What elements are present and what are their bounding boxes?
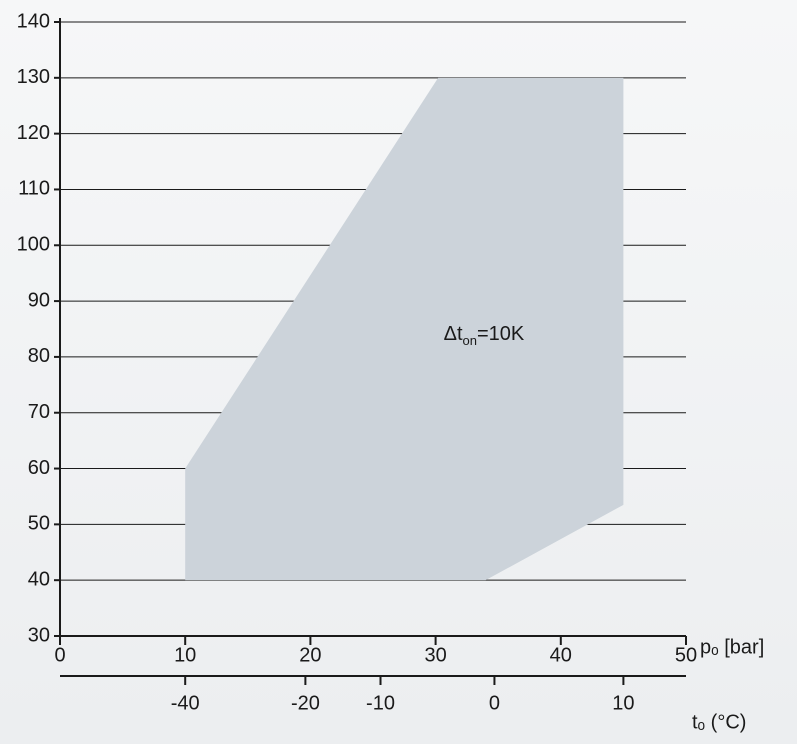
y-tick-label-110: 110: [18, 178, 50, 200]
annotation-base: Δt: [444, 323, 463, 345]
temperature-axis-label: tₒ (°C): [692, 711, 746, 733]
temperature-tick-label--10: -10: [366, 693, 395, 715]
temperature-tick-labels: -40 -20 -10 0 10: [171, 693, 635, 715]
x-tick-label-50: 50: [675, 645, 697, 667]
y-tick-label-40: 40: [28, 568, 50, 590]
x-tick-label-40: 40: [550, 645, 572, 667]
x-tick-label-30: 30: [424, 645, 446, 667]
x-tick-label-10: 10: [174, 645, 196, 667]
y-tick-label-50: 50: [28, 513, 50, 535]
x-tick-label-0: 0: [54, 645, 65, 667]
x-axis-label: pₒ [bar]: [700, 636, 764, 658]
y-tick-label-70: 70: [28, 401, 50, 423]
annotation: Δton=10K: [444, 323, 525, 348]
temperature-tick-label--40: -40: [171, 693, 200, 715]
operating-envelope: [185, 77, 624, 581]
temperature-tick-label-10: 10: [612, 693, 634, 715]
axes: [54, 18, 687, 685]
temperature-tick-label-0: 0: [489, 693, 500, 715]
y-tick-label-130: 130: [17, 66, 50, 88]
y-tick-label-30: 30: [28, 624, 50, 646]
temperature-tick-label--20: -20: [291, 693, 320, 715]
x-tick-label-20: 20: [299, 645, 321, 667]
y-tick-labels: 30 40 50 60 70 80 90 100 110 120 130 140: [17, 10, 50, 646]
annotation-subscript: on: [463, 333, 477, 348]
y-tick-label-80: 80: [28, 345, 50, 367]
y-tick-label-100: 100: [17, 234, 50, 256]
y-tick-label-120: 120: [17, 122, 50, 144]
y-tick-label-60: 60: [28, 457, 50, 479]
annotation-rest: =10K: [477, 323, 525, 345]
x-tick-labels: 0 10 20 30 40 50: [54, 645, 697, 667]
y-tick-label-140: 140: [17, 10, 50, 32]
y-tick-label-90: 90: [28, 289, 50, 311]
